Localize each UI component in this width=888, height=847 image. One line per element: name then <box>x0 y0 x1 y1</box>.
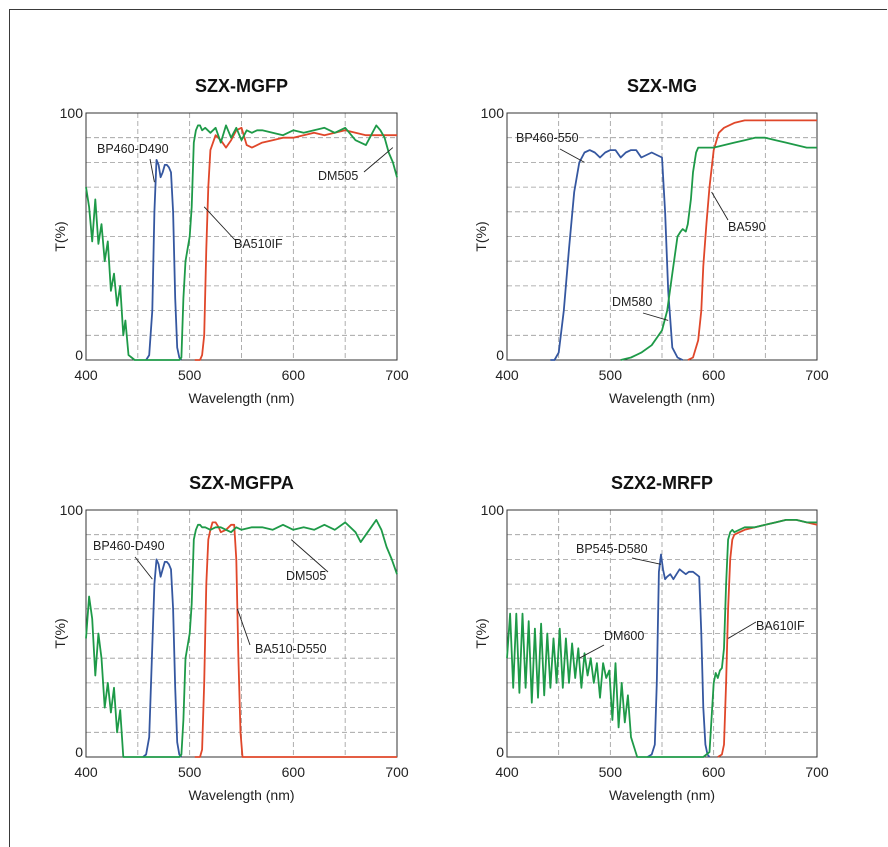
annotation-leader <box>134 556 153 580</box>
series-line-ba590 <box>687 119 817 361</box>
annotation-label: DM505 <box>318 169 358 183</box>
annotation-label: BP545-D580 <box>576 542 648 556</box>
y-axis-label: T(%) <box>473 618 489 648</box>
annotation-label: DM600 <box>604 629 644 643</box>
annotation-label: DM580 <box>612 295 652 309</box>
annotation-label: BP460-550 <box>516 131 579 145</box>
x-tick-label: 700 <box>385 764 409 780</box>
annotation-leader <box>711 191 729 221</box>
chart-panel-3: SZX-MGFPA 400 500 600 700 0 100 Wavelength (nm)… <box>52 473 409 803</box>
y-tick-label: 100 <box>60 105 84 121</box>
annotation-leader <box>363 147 394 173</box>
x-tick-label: 400 <box>495 764 519 780</box>
y-axis-label: T(%) <box>52 221 68 251</box>
y-tick-label: 100 <box>481 105 505 121</box>
series-line-bp460-550 <box>550 149 684 361</box>
annotation-label: BP460-D490 <box>93 539 165 553</box>
annotation-leader <box>203 206 236 241</box>
x-tick-label: 400 <box>495 367 519 383</box>
annotation-label: DM505 <box>286 569 326 583</box>
series-line-bp545-d580 <box>647 553 711 758</box>
chart-panel-1: SZX-MGFP 400 500 600 700 0 100 Wavelength (nm) T… <box>52 76 409 406</box>
y-tick-label: 0 <box>75 744 83 760</box>
series-line-ba610if <box>717 519 818 758</box>
chart-panel-4: SZX2-MRFP 400 500 600 700 0 100 Wavelength (nm)… <box>473 473 829 803</box>
series-line-bp460-d490 <box>142 558 183 758</box>
x-tick-label: 600 <box>282 764 306 780</box>
figure-frame <box>9 9 887 847</box>
x-axis-label: Wavelength (nm) <box>609 390 715 406</box>
x-tick-label: 400 <box>74 764 98 780</box>
series-line-bp460-d490 <box>145 158 183 361</box>
chart-title: SZX-MG <box>627 76 697 96</box>
annotation-leader <box>579 644 605 659</box>
annotation-label: BA510-D550 <box>255 642 327 656</box>
y-tick-label: 0 <box>496 347 504 363</box>
series-line-dm600 <box>506 519 817 758</box>
x-axis-label: Wavelength (nm) <box>188 390 294 406</box>
annotation-label: BA510IF <box>234 237 283 251</box>
plot-area <box>506 112 818 361</box>
annotation-label: BA610IF <box>756 619 805 633</box>
y-tick-label: 0 <box>496 744 504 760</box>
annotation-leader <box>236 608 251 646</box>
annotation-leader <box>727 621 757 639</box>
annotation-leader <box>631 557 662 565</box>
y-axis-label: T(%) <box>473 221 489 251</box>
chart-panel-2: SZX-MG 400 500 600 700 0 100 Wavelength (nm) T(%… <box>473 76 829 406</box>
annotation-leader <box>149 158 155 183</box>
x-tick-label: 500 <box>178 764 202 780</box>
x-tick-label: 600 <box>282 367 306 383</box>
chart-title: SZX2-MRFP <box>611 473 713 493</box>
series-line-dm505 <box>85 124 398 361</box>
plot-area <box>85 112 398 361</box>
annotation-leader <box>290 539 329 573</box>
y-tick-label: 100 <box>60 502 84 518</box>
x-axis-label: Wavelength (nm) <box>609 787 715 803</box>
annotation-label: BA590 <box>728 220 766 234</box>
x-tick-label: 600 <box>702 764 726 780</box>
y-tick-label: 0 <box>75 347 83 363</box>
y-tick-label: 100 <box>481 502 505 518</box>
x-tick-label: 700 <box>805 367 829 383</box>
x-axis-label: Wavelength (nm) <box>188 787 294 803</box>
chart-title: SZX-MGFPA <box>189 473 294 493</box>
x-tick-label: 500 <box>599 764 623 780</box>
x-tick-label: 500 <box>178 367 202 383</box>
x-tick-label: 700 <box>805 764 829 780</box>
x-tick-label: 400 <box>74 367 98 383</box>
series-line-ba510-d550 <box>194 521 397 758</box>
x-tick-label: 600 <box>702 367 726 383</box>
x-tick-label: 700 <box>385 367 409 383</box>
y-axis-label: T(%) <box>52 618 68 648</box>
annotation-leader <box>642 312 669 321</box>
annotation-label: BP460-D490 <box>97 142 169 156</box>
series-line-dm505 <box>85 519 398 758</box>
x-tick-label: 500 <box>599 367 623 383</box>
chart-title: SZX-MGFP <box>195 76 288 96</box>
series-line-dm580 <box>620 136 817 361</box>
annotation-leader <box>559 148 585 163</box>
